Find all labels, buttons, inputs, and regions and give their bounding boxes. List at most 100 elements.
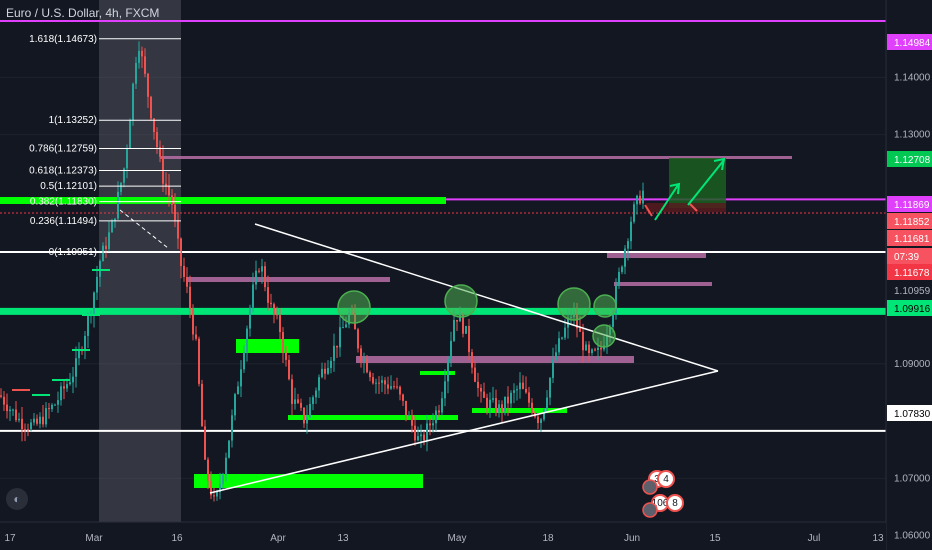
- dashed-trend: [119, 209, 169, 249]
- candle-body: [222, 474, 224, 485]
- price-tick-label: 1.13000: [894, 130, 931, 141]
- green-zone: [194, 474, 423, 488]
- time-tick-label: 13: [337, 533, 349, 544]
- chart-title: Euro / U.S. Dollar, 4h, FXCM: [6, 6, 160, 20]
- candle-body: [492, 398, 494, 400]
- candle-body: [528, 392, 530, 403]
- candle-body: [189, 286, 191, 309]
- candle-body: [225, 457, 227, 475]
- candle-body: [402, 394, 404, 401]
- candle-body: [141, 50, 143, 57]
- candle-body: [243, 352, 245, 370]
- candle-body: [465, 326, 467, 334]
- price-tag-label: 1.10959: [894, 286, 931, 297]
- candle-body: [489, 399, 491, 409]
- candle-body: [213, 495, 215, 497]
- candle-body: [303, 407, 305, 424]
- candle-body: [513, 390, 515, 393]
- candle-body: [246, 328, 248, 353]
- candle-body: [435, 410, 437, 424]
- candle-body: [360, 348, 362, 362]
- candle-body: [63, 386, 65, 389]
- event-badge-label: 8: [672, 498, 678, 509]
- candle-body: [429, 423, 431, 426]
- time-tick-label: Mar: [85, 533, 103, 544]
- candle-body: [387, 384, 389, 389]
- price-tag-label: 1.07830: [894, 409, 931, 420]
- candle-body: [0, 395, 2, 397]
- candle-body: [507, 396, 509, 404]
- candle-body: [588, 344, 590, 354]
- time-tick-label: May: [448, 533, 467, 544]
- price-axis: 1.14000 1.13000 1.09000 1.07000 1.06000 1.149…: [885, 0, 932, 550]
- candle-body: [447, 359, 449, 382]
- candle-body: [36, 418, 38, 424]
- price-tag: [887, 405, 932, 421]
- candle-body: [630, 221, 632, 242]
- candle-body: [594, 349, 596, 351]
- candle-body: [300, 402, 302, 408]
- candle-body: [102, 245, 104, 262]
- candle-body: [537, 416, 539, 423]
- candle-body: [219, 484, 221, 493]
- candle-body: [30, 422, 32, 430]
- candle-body: [546, 397, 548, 410]
- candle-body: [228, 440, 230, 458]
- candle-body: [417, 436, 419, 441]
- candle-body: [501, 404, 503, 412]
- candle-body: [480, 387, 482, 392]
- candle-body: [123, 168, 125, 183]
- price-tag: [887, 34, 932, 50]
- candle-body: [126, 148, 128, 169]
- candle-body: [75, 358, 77, 377]
- candle-body: [195, 334, 197, 339]
- candle-body: [396, 386, 398, 388]
- candle-body: [240, 369, 242, 387]
- price-tag-label: 1.14984: [894, 38, 931, 49]
- candle-body: [147, 73, 149, 97]
- candle-body: [276, 314, 278, 316]
- candle-body: [441, 398, 443, 413]
- triangle-pattern: [209, 223, 719, 494]
- candle-body: [273, 304, 275, 315]
- price-tag: [887, 248, 932, 264]
- candle-body: [84, 335, 86, 351]
- candle-body: [3, 396, 5, 405]
- candle-body: [45, 408, 47, 425]
- fib-label: 0.236(1.11494): [30, 216, 97, 227]
- tradingview-logo-icon[interactable]: ◐: [6, 488, 28, 510]
- candle-body: [297, 399, 299, 403]
- candle-body: [312, 397, 314, 404]
- candle-body: [456, 320, 458, 322]
- candle-body: [249, 307, 251, 329]
- candle-body: [255, 270, 257, 285]
- candle-body: [639, 195, 641, 204]
- price-tick-label: 1.06000: [894, 531, 931, 542]
- candle-body: [510, 392, 512, 404]
- candle-body: [378, 382, 380, 384]
- candle-body: [258, 270, 260, 272]
- candle-body: [270, 302, 272, 305]
- candle-body: [636, 195, 638, 205]
- candle-body: [171, 195, 173, 205]
- candle-body: [558, 338, 560, 353]
- candle-body: [597, 347, 599, 350]
- candle-body: [372, 377, 374, 384]
- candle-body: [576, 313, 578, 329]
- candle-body: [618, 271, 620, 286]
- candle-body: [621, 266, 623, 272]
- price-tag: [887, 213, 932, 229]
- candle-body: [414, 425, 416, 441]
- event-badge: [666, 494, 684, 512]
- price-tag-label: 1.11852: [894, 217, 930, 228]
- candle-body: [27, 429, 29, 431]
- price-tag-label: 07:39: [894, 252, 919, 263]
- fib-label: 0(1.10951): [49, 247, 97, 258]
- candle-body: [33, 418, 35, 423]
- candle-body: [15, 409, 17, 421]
- candle-body: [498, 404, 500, 413]
- fib-label: 1.618(1.14673): [29, 34, 97, 45]
- fib-label: 1(1.13252): [49, 115, 97, 126]
- candle-body: [561, 337, 563, 339]
